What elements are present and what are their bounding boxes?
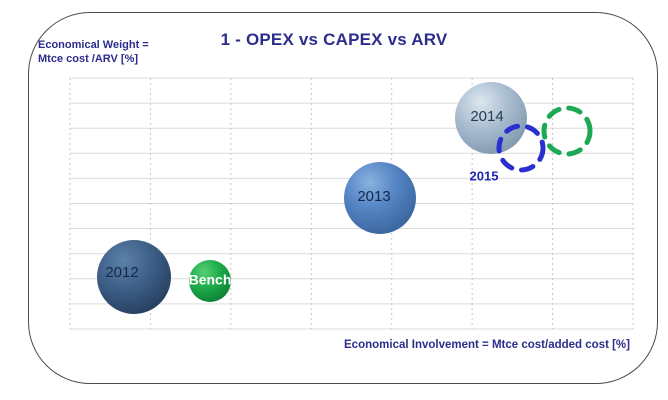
bubble-2014: 2014: [455, 82, 527, 154]
bubble-label-bench: Bench: [189, 272, 232, 288]
bubble-label-2014: 2014: [470, 108, 503, 125]
y-axis-label-line2: Mtce cost /ARV [%]: [38, 53, 139, 65]
bubble-2013: 2013: [344, 162, 416, 234]
bubble-2012: 2012: [97, 240, 171, 314]
x-axis-label: Economical Involvement = Mtce cost/added…: [344, 339, 630, 351]
annotation-2015: 2015: [469, 168, 499, 184]
dashed-circle-target-green: [541, 105, 593, 157]
bubble-label-2013: 2013: [357, 188, 390, 205]
bubble-label-2012: 2012: [105, 264, 138, 281]
bubble-bench: Bench: [189, 260, 232, 302]
chart-title: 1 - OPEX vs CAPEX vs ARV: [220, 30, 448, 49]
y-axis-label: Economical Weight = Mtce cost /ARV [%]: [38, 38, 149, 66]
dashed-circle-2015-blue: [496, 123, 546, 173]
y-axis-label-line1: Economical Weight =: [38, 39, 149, 51]
